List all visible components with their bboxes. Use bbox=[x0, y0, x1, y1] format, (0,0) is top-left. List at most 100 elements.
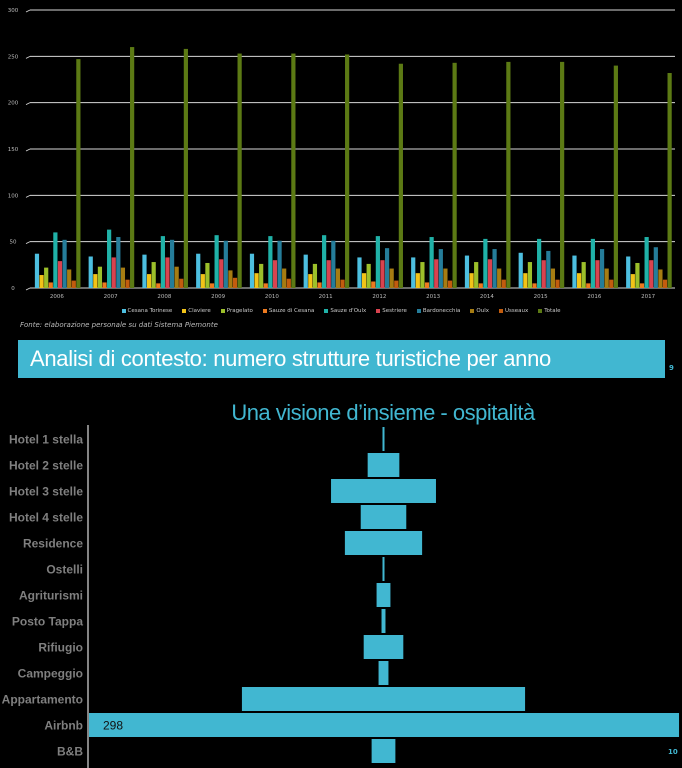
bar-oulx bbox=[604, 268, 609, 288]
bar-claviere bbox=[254, 273, 259, 288]
legend-swatch bbox=[262, 308, 267, 313]
funnel-bar bbox=[331, 479, 436, 503]
tick-mark bbox=[25, 148, 31, 152]
bar-sauze-d-oulx bbox=[590, 238, 595, 288]
bar-sauze-d-oulx bbox=[483, 238, 488, 288]
bar-bardonecchia bbox=[546, 250, 551, 288]
bar-sestriere bbox=[165, 257, 170, 288]
bar-sauze-di-cesana bbox=[317, 282, 322, 288]
legend-swatch bbox=[324, 308, 329, 313]
slide-title: Una visione d’insieme - ospitalità bbox=[231, 400, 535, 425]
bar-pragelato bbox=[527, 262, 533, 288]
bar-sauze-d-oulx bbox=[322, 235, 327, 288]
bar-sauze-di-cesana bbox=[586, 283, 591, 288]
bar-sauze-di-cesana bbox=[478, 283, 483, 288]
legend-item: Sestriere bbox=[376, 308, 407, 314]
bar-usseaux bbox=[447, 280, 453, 288]
bar-totale bbox=[506, 61, 511, 288]
legend-label: Sestriere bbox=[382, 308, 407, 314]
bar-sestriere bbox=[57, 261, 63, 288]
bar-totale bbox=[560, 61, 565, 288]
legend-item: Sauze d'Oulx bbox=[324, 308, 366, 314]
bar-claviere bbox=[576, 273, 582, 288]
bar-sauze-di-cesana bbox=[371, 281, 376, 288]
bar-sauze-d-oulx bbox=[53, 232, 58, 288]
bar-oulx bbox=[120, 267, 126, 288]
bar-usseaux bbox=[609, 279, 614, 288]
data-label: 298 bbox=[103, 719, 123, 733]
category-label: Residence bbox=[23, 537, 83, 551]
bar-sauze-di-cesana bbox=[156, 283, 161, 288]
bar-sestriere bbox=[595, 260, 600, 288]
legend-label: Sauze d'Oulx bbox=[330, 308, 367, 314]
tick-mark bbox=[25, 287, 31, 291]
legend-item: Totale bbox=[538, 308, 560, 314]
bar-totale bbox=[613, 65, 618, 288]
bar-oulx bbox=[389, 268, 394, 288]
tick-mark bbox=[25, 55, 31, 59]
structures-per-year-chart: 0 50 100 150 200 250 300 2006 2007 2008 2009 2010 20… bbox=[8, 8, 675, 300]
bar-sestriere bbox=[487, 259, 493, 288]
bar-claviere bbox=[469, 273, 474, 288]
legend-label: Cesana Torinese bbox=[127, 308, 173, 314]
bar-cesana-torinese bbox=[196, 253, 201, 288]
bar-bardonecchia bbox=[599, 249, 605, 288]
bar-claviere bbox=[200, 274, 205, 288]
bar-bardonecchia bbox=[277, 240, 282, 288]
funnel-bar bbox=[89, 713, 680, 737]
funnel-bar bbox=[381, 609, 386, 633]
legend-swatch bbox=[376, 308, 381, 313]
bar-totale bbox=[76, 59, 81, 288]
hospitality-funnel-chart: Hotel 1 stella Hotel 2 stelle Hotel 3 stel… bbox=[2, 425, 680, 768]
page-number: 9 bbox=[669, 364, 674, 372]
category-label: B&B bbox=[57, 745, 83, 759]
bar-usseaux bbox=[662, 279, 668, 288]
bar-usseaux bbox=[394, 280, 399, 288]
bar-sestriere bbox=[272, 260, 278, 288]
legend-swatch bbox=[220, 308, 225, 313]
x-tick-label: 2008 bbox=[157, 294, 171, 300]
legend-swatch bbox=[121, 308, 126, 313]
bar-totale bbox=[345, 54, 350, 289]
bar-claviere bbox=[308, 274, 313, 288]
bar-sauze-di-cesana bbox=[102, 282, 107, 288]
bar-cesana-torinese bbox=[518, 252, 523, 288]
bar-oulx bbox=[67, 269, 72, 288]
funnel-bar bbox=[371, 739, 396, 763]
x-tick-label: 2007 bbox=[104, 294, 118, 300]
bar-pragelato bbox=[581, 262, 586, 288]
bar-oulx bbox=[282, 268, 287, 288]
bar-pragelato bbox=[97, 266, 103, 288]
x-tick-label: 2017 bbox=[641, 294, 655, 300]
bar-sauze-d-oulx bbox=[537, 238, 542, 288]
bar-cesana-torinese bbox=[626, 256, 631, 288]
bar-sauze-di-cesana bbox=[263, 283, 268, 288]
bar-sauze-d-oulx bbox=[214, 235, 219, 288]
bar-claviere bbox=[523, 273, 528, 288]
y-tick-label: 300 bbox=[8, 8, 19, 14]
tick-mark bbox=[25, 9, 31, 13]
bar-oulx bbox=[443, 268, 448, 288]
bar-bardonecchia bbox=[116, 237, 121, 288]
x-tick-label: 2009 bbox=[211, 294, 225, 300]
legend-label: Bardonecchia bbox=[422, 308, 461, 314]
x-tick-label: 2016 bbox=[587, 294, 601, 300]
bar-cesana-torinese bbox=[249, 253, 255, 288]
bar-usseaux bbox=[232, 277, 238, 288]
bar-cesana-torinese bbox=[572, 255, 577, 288]
bar-sauze-d-oulx bbox=[107, 229, 112, 288]
category-label: Airbnb bbox=[44, 719, 83, 733]
funnel-bar bbox=[367, 453, 400, 477]
category-label: Posto Tappa bbox=[12, 615, 83, 629]
bar-usseaux bbox=[179, 278, 184, 288]
funnel-bar bbox=[241, 687, 526, 711]
bar-totale bbox=[130, 47, 135, 288]
bar-totale bbox=[237, 53, 242, 289]
category-label: Campeggio bbox=[18, 667, 83, 681]
funnel-bar bbox=[382, 557, 385, 581]
legend-item: Cesana Torinese bbox=[121, 308, 173, 314]
bar-oulx bbox=[335, 268, 341, 288]
bar-usseaux bbox=[286, 278, 291, 288]
bar-oulx bbox=[497, 268, 502, 288]
bar-totale bbox=[183, 48, 188, 288]
